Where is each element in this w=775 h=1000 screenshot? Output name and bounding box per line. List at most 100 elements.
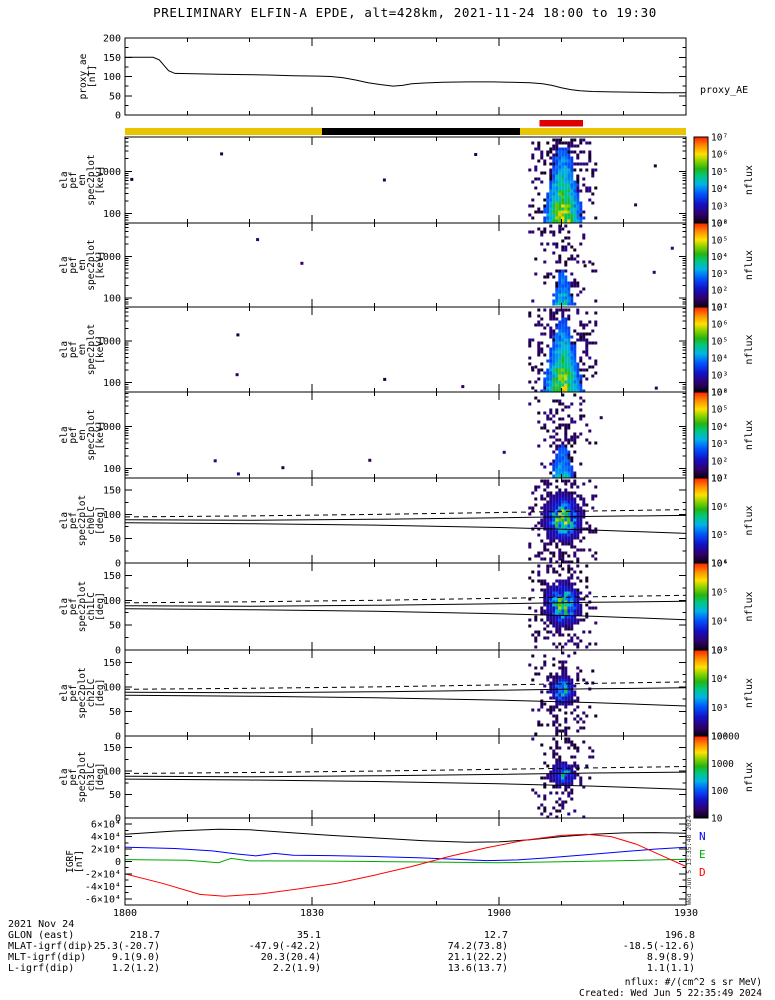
y-tick-label: 50 — [109, 91, 121, 102]
colorbar-tick-label: 10² — [711, 388, 728, 399]
bottom-row-value: 74.2(73.8) — [448, 941, 508, 952]
y-tick-label: 50 — [109, 707, 121, 718]
x-tick-label: 1930 — [674, 908, 698, 919]
bottom-row-value: 12.7 — [484, 930, 508, 941]
y-tick-label: 100 — [103, 767, 121, 778]
bottom-row-value: 196.8 — [665, 930, 695, 941]
panel-ylabel-line: spec2plot — [77, 495, 88, 546]
colorbar-tick-label: 10⁵ — [711, 235, 728, 246]
status-bar-marker — [539, 120, 584, 127]
bottom-row-label: MLAT-igrf(dip) — [8, 941, 92, 952]
panel-ylabel-line: spec2plot — [86, 409, 97, 460]
y-tick-label: 6×10⁴ — [91, 820, 121, 831]
colorbar-tick-label: 10⁵ — [711, 405, 728, 416]
colorbar-tick-label: 10⁶ — [711, 559, 728, 570]
y-tick-label: 150 — [103, 53, 121, 64]
bottom-row-value: -47.9(-42.2) — [249, 941, 321, 952]
panel-ylabel-line: ch2LC — [86, 679, 97, 708]
panel-ylabel-line: ch3LC — [86, 763, 97, 792]
anti-loss-cone-line — [124, 509, 687, 518]
colorbar — [693, 306, 709, 393]
colorbar-tick-label: 10³ — [711, 269, 728, 280]
data-lines — [124, 56, 687, 897]
lower-bound-line — [124, 522, 687, 534]
loss-cone-line — [124, 771, 687, 778]
y-tick-label: -2×10⁴ — [85, 869, 121, 880]
panel-ylabel-line: spec2plot — [77, 751, 88, 802]
en0-frame — [124, 136, 687, 224]
igrf-series-label-E: E — [699, 848, 706, 861]
y-tick-label: 1000 — [97, 422, 121, 433]
y-tick-label: 200 — [103, 34, 121, 45]
y-tick-label: 150 — [103, 486, 121, 497]
panel-ylabel-line: ela — [59, 341, 70, 358]
bottom-row-value: 35.1 — [297, 930, 321, 941]
bottom-row-value: 13.6(13.7) — [448, 963, 508, 974]
panel-ylabel-line: ela — [59, 171, 70, 188]
en2-frame — [124, 306, 687, 393]
plot-title: PRELIMINARY ELFIN-A EPDE, alt=428km, 202… — [153, 5, 657, 20]
panel-ylabel-line: spec2plot — [77, 581, 88, 632]
colorbar — [693, 649, 709, 737]
igrf-series-label-D: D — [699, 866, 706, 879]
panel-ylabel-line: [deg] — [95, 592, 106, 621]
loss-cone-line — [124, 600, 687, 607]
bottom-row-label: GLON (east) — [8, 930, 74, 941]
colorbar-tick-label: 10³ — [711, 703, 728, 714]
colorbar-title: nflux — [744, 334, 755, 364]
footer-nflux-units: nflux: #/(cm^2 s sr MeV) — [625, 977, 762, 988]
panel-ylabel-line: pef — [68, 598, 79, 615]
colorbar-tick-label: 10³ — [711, 371, 728, 382]
series-N — [124, 846, 687, 862]
spectrogram-cells — [130, 138, 674, 819]
y-tick-label: 100 — [103, 378, 121, 389]
panel-ylabel-line: ch1LC — [86, 592, 97, 621]
bottom-row-value: -25.3(-20.7) — [88, 941, 160, 952]
colorbar-tick-label: 10² — [711, 219, 728, 230]
panel-ylabel-line: pef — [68, 256, 79, 273]
panel-ylabel-line: [deg] — [95, 679, 106, 708]
panel-ylabel-line: spec2plot — [86, 154, 97, 205]
y-tick-label: -6×10⁴ — [85, 894, 121, 905]
status-bar-segment — [125, 128, 322, 135]
colorbar — [693, 136, 709, 224]
proxy-frame — [124, 37, 687, 116]
y-tick-label: 1000 — [97, 167, 121, 178]
proxy-ae-right-label: proxy_AE — [700, 85, 748, 96]
y-tick-label: 0 — [115, 559, 121, 570]
y-tick-label: 50 — [109, 534, 121, 545]
bottom-row-label: MLT-igrf(dip) — [8, 952, 86, 963]
panel-ylabel-line: ela — [59, 256, 70, 273]
colorbar-tick-label: 10⁵ — [711, 337, 728, 348]
colorbar-tick-label: 10000 — [711, 732, 740, 743]
bottom-row-value: 8.9(8.9) — [647, 952, 695, 963]
panel-ylabel-line: ch0LC — [86, 506, 97, 535]
colorbar-tick-label: 10⁶ — [711, 219, 728, 230]
y-tick-label: 0 — [115, 857, 121, 868]
colorbar-title: nflux — [744, 762, 755, 792]
colorbar — [693, 562, 709, 651]
y-tick-label: 100 — [103, 72, 121, 83]
colorbar-tick-label: 10³ — [711, 439, 728, 450]
bottom-row-value: -18.5(-12.6) — [623, 941, 695, 952]
panel-ylabel-line: en — [77, 259, 88, 270]
panel-ylabel-line: [keV] — [95, 421, 106, 450]
lower-bound-line — [124, 778, 687, 790]
y-tick-label: 1000 — [97, 252, 121, 263]
colorbar-tick-label: 10¹ — [711, 303, 728, 314]
y-tick-label: 150 — [103, 571, 121, 582]
colorbar-tick-label: 10⁴ — [711, 559, 728, 570]
en1-frame — [124, 222, 687, 308]
colorbar-tick-label: 10⁷ — [711, 133, 728, 144]
colorbar-tick-label: 10¹ — [711, 474, 728, 485]
colorbar-tick-label: 10⁷ — [711, 303, 728, 314]
y-tick-label: 100 — [103, 510, 121, 521]
colorbar-tick-label: 10⁴ — [711, 184, 728, 195]
en3-frame — [124, 391, 687, 479]
colorbar-title: nflux — [744, 165, 755, 195]
panel-ylabel-line: [deg] — [95, 763, 106, 792]
bottom-row-value: 2.2(1.9) — [273, 963, 321, 974]
colorbar — [693, 391, 709, 479]
footer-created: Created: Wed Jun 5 22:35:49 2024 — [579, 988, 762, 999]
